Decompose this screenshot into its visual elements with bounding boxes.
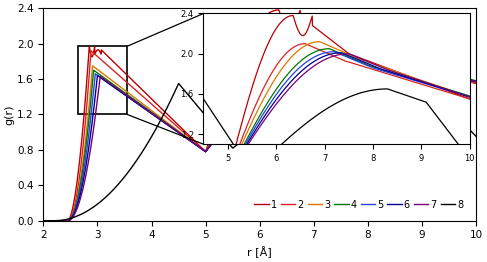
3 <box>381 55 387 58</box>
8 <box>381 73 387 76</box>
2 <box>240 78 245 81</box>
5 <box>62 219 68 222</box>
7 <box>381 56 387 59</box>
1 <box>40 219 46 222</box>
2 <box>289 33 295 36</box>
7 <box>473 80 479 83</box>
1 <box>381 55 387 58</box>
4 <box>251 81 257 84</box>
8 <box>381 73 387 76</box>
8 <box>251 130 257 134</box>
7 <box>240 105 245 108</box>
3 <box>305 31 311 35</box>
4 <box>473 79 479 82</box>
6 <box>461 77 467 80</box>
3 <box>62 219 68 222</box>
4 <box>40 219 46 222</box>
1 <box>473 82 479 85</box>
5 <box>473 80 479 83</box>
8 <box>461 122 467 125</box>
Line: 2: 2 <box>43 35 476 221</box>
5 <box>322 40 328 43</box>
5 <box>461 77 467 80</box>
6 <box>62 219 68 222</box>
3 <box>40 219 46 222</box>
7 <box>338 42 344 45</box>
1 <box>251 28 257 31</box>
X-axis label: r [Å]: r [Å] <box>247 246 272 258</box>
4 <box>62 219 68 222</box>
5 <box>461 77 467 80</box>
2 <box>473 82 479 85</box>
Line: 8: 8 <box>43 75 476 221</box>
5 <box>251 85 257 88</box>
4 <box>381 57 387 61</box>
2 <box>62 219 68 222</box>
7 <box>40 219 46 222</box>
6 <box>473 80 479 83</box>
6 <box>40 219 46 222</box>
Line: 6: 6 <box>43 43 476 221</box>
2 <box>40 219 46 222</box>
4 <box>240 95 245 99</box>
2 <box>251 61 257 64</box>
Line: 4: 4 <box>43 39 476 221</box>
5 <box>381 58 387 62</box>
4 <box>461 76 467 79</box>
6 <box>240 102 245 106</box>
4 <box>317 37 322 41</box>
1 <box>276 8 281 12</box>
8 <box>40 219 46 222</box>
3 <box>240 87 245 90</box>
6 <box>381 57 387 61</box>
7 <box>461 77 467 80</box>
3 <box>461 77 467 80</box>
2 <box>381 60 387 63</box>
2 <box>461 79 467 82</box>
Y-axis label: g(r): g(r) <box>4 104 14 125</box>
8 <box>473 135 479 138</box>
3 <box>461 77 467 80</box>
Line: 3: 3 <box>43 33 476 221</box>
8 <box>62 218 68 221</box>
7 <box>62 219 68 222</box>
3 <box>473 80 479 83</box>
1 <box>461 78 467 81</box>
2 <box>461 79 467 82</box>
Line: 1: 1 <box>43 10 476 221</box>
6 <box>330 41 336 44</box>
1 <box>461 78 467 81</box>
3 <box>251 70 257 74</box>
5 <box>40 219 46 222</box>
Line: 7: 7 <box>43 43 476 221</box>
4 <box>461 76 467 79</box>
7 <box>461 77 467 80</box>
6 <box>251 89 257 92</box>
8 <box>461 122 467 125</box>
1 <box>240 50 245 53</box>
Bar <box>78 46 127 114</box>
Line: 5: 5 <box>43 42 476 221</box>
8 <box>240 139 245 142</box>
1 <box>62 219 68 222</box>
7 <box>251 93 257 96</box>
6 <box>461 77 467 80</box>
5 <box>240 99 245 102</box>
Legend: 1, 2, 3, 4, 5, 6, 7, 8: 1, 2, 3, 4, 5, 6, 7, 8 <box>250 196 467 214</box>
